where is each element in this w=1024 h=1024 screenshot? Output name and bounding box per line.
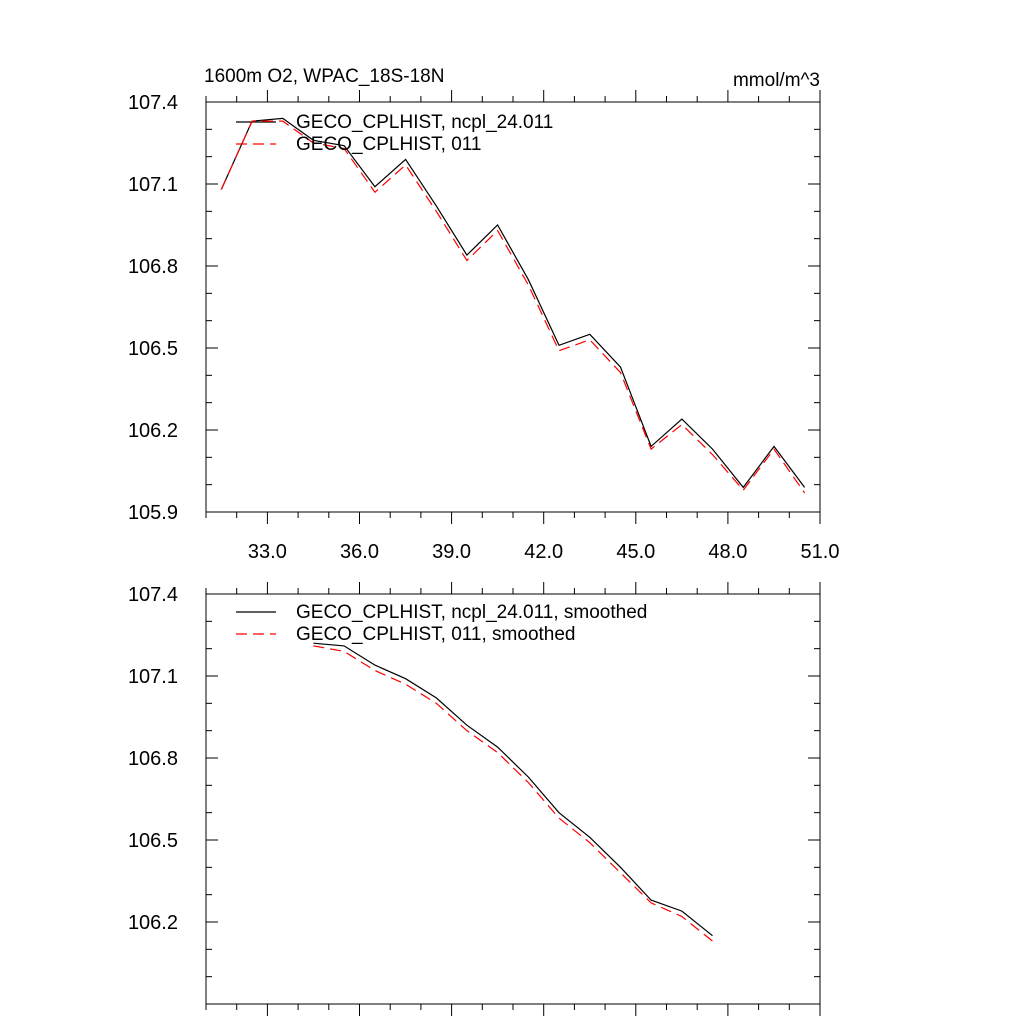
plot-frame: [205, 101, 821, 513]
x-tick-label: 33.0: [248, 541, 287, 563]
x-tick-label: 39.0: [432, 541, 471, 563]
legend-label: GECO_CPLHIST, 011, smoothed: [296, 624, 576, 645]
series-line-2: [313, 645, 713, 942]
y-tick-label: 106.8: [128, 256, 178, 278]
y-tick-label: 106.5: [128, 830, 178, 852]
chart-units: mmol/m^3: [733, 70, 820, 91]
x-tick-label: 51.0: [801, 541, 840, 563]
y-tick-label: 107.1: [128, 666, 178, 688]
y-tick-label: 107.4: [128, 584, 178, 606]
chart-title: 1600m O2, WPAC_18S-18N: [204, 66, 444, 87]
y-tick-label: 105.9: [128, 502, 178, 524]
legend-label: GECO_CPLHIST, 011: [296, 134, 482, 155]
series-line-2: [220, 120, 806, 494]
series-line-1: [220, 117, 806, 489]
x-tick-label: 42.0: [524, 541, 563, 563]
legend-label: GECO_CPLHIST, ncpl_24.011, smoothed: [296, 602, 647, 623]
plot-frame: [205, 593, 821, 1005]
y-tick-label: 106.8: [128, 748, 178, 770]
y-tick-label: 106.2: [128, 912, 178, 934]
bottom-panel: 106.2 106.5 106.8 107.1 107.4 GECO_CPLHIST, n…: [128, 582, 821, 1016]
x-tick-label: 36.0: [340, 541, 379, 563]
y-tick-label: 107.4: [128, 92, 178, 114]
y-tick-label: 106.5: [128, 338, 178, 360]
top-panel: 33.0 36.0 39.0 42.0 45.0 48.0 51.0 105.9 106.2 10…: [128, 90, 840, 563]
y-tick-label: 107.1: [128, 174, 178, 196]
x-tick-label: 45.0: [616, 541, 655, 563]
y-tick-label: 106.2: [128, 420, 178, 442]
series-line-1: [313, 642, 713, 937]
legend-label: GECO_CPLHIST, ncpl_24.011: [296, 112, 553, 133]
x-tick-label: 48.0: [708, 541, 747, 563]
